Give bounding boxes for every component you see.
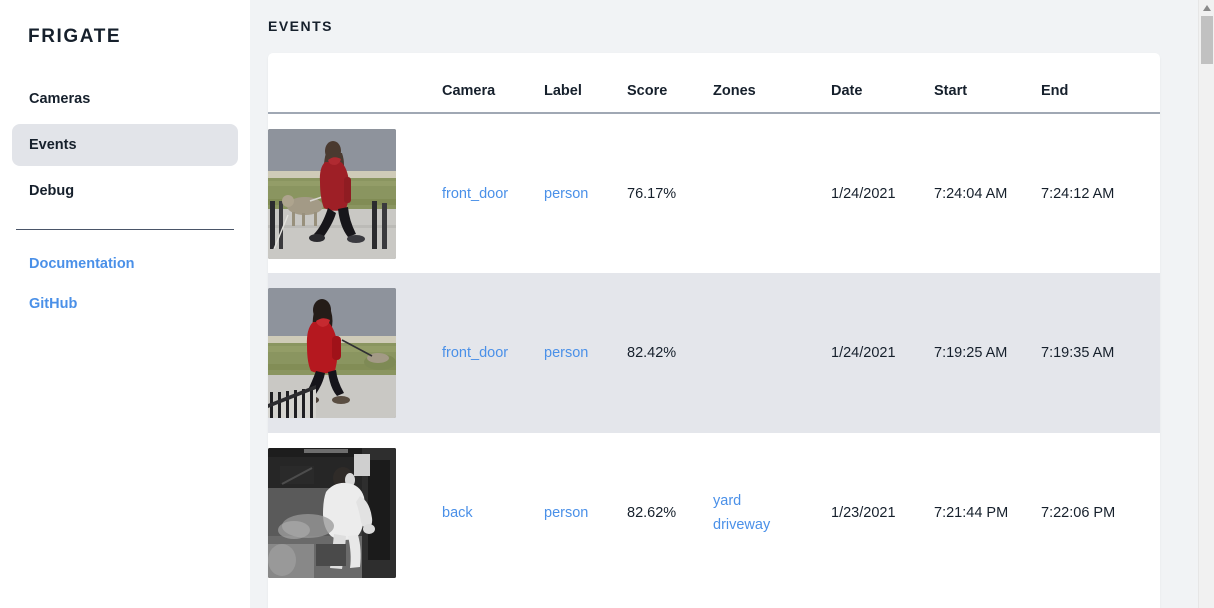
sidebar-link-documentation[interactable]: Documentation <box>29 256 135 272</box>
sidebar-divider <box>16 229 234 230</box>
event-camera-link[interactable]: front_door <box>442 345 509 361</box>
column-header-thumbnail <box>268 53 442 114</box>
table-header-row: Camera Label Score Zones Date Start End <box>268 53 1160 114</box>
event-zones-cell: yard driveway <box>713 433 831 593</box>
event-label-link[interactable]: person <box>544 505 589 521</box>
sidebar: FRIGATE Cameras Events Debug Documentati… <box>0 0 250 608</box>
page-title: EVENTS <box>268 18 334 34</box>
event-end-value: 7:19:35 AM <box>1041 345 1115 361</box>
sidebar-item-events[interactable]: Events <box>12 124 238 166</box>
sidebar-link-github[interactable]: GitHub <box>29 296 78 312</box>
column-header-start[interactable]: Start <box>934 53 1041 114</box>
events-table-head: Camera Label Score Zones Date Start End <box>268 53 1160 114</box>
event-label-cell: person <box>544 433 627 593</box>
events-card: Camera Label Score Zones Date Start End <box>268 53 1160 608</box>
event-date-value: 1/24/2021 <box>831 185 896 202</box>
event-start-value: 7:19:25 AM <box>934 345 1008 361</box>
event-score-value: 82.42% <box>627 345 677 361</box>
event-end-value: 7:22:06 PM <box>1041 505 1116 521</box>
event-thumbnail-infrared-night[interactable] <box>268 448 396 578</box>
column-header-zones[interactable]: Zones <box>713 53 831 114</box>
sidebar-item-debug[interactable]: Debug <box>29 183 75 199</box>
event-camera-cell: front_door <box>442 273 544 433</box>
scrollbar-thumb[interactable] <box>1201 16 1213 64</box>
column-header-end[interactable]: End <box>1041 53 1160 114</box>
table-row[interactable]: front_door person 76.17% 1/24/2021 7:24:… <box>268 113 1160 273</box>
event-camera-cell: front_door <box>442 113 544 273</box>
event-start-value: 7:21:44 PM <box>934 505 1009 521</box>
triangle-up-icon[interactable] <box>1199 0 1214 16</box>
event-zones-cell <box>713 273 831 433</box>
events-table-body: front_door person 76.17% 1/24/2021 7:24:… <box>268 113 1160 593</box>
event-score-value: 76.17% <box>627 185 677 202</box>
event-date-value: 1/24/2021 <box>831 345 896 361</box>
event-score-value: 82.62% <box>627 505 677 521</box>
column-header-camera[interactable]: Camera <box>442 53 544 114</box>
main-content: EVENTS Camera Label Score Zones Date Sta… <box>250 0 1214 608</box>
sidebar-item-cameras[interactable]: Cameras <box>29 91 91 107</box>
event-zone-link-yard[interactable]: yard <box>713 493 742 509</box>
event-camera-link[interactable]: back <box>442 505 473 521</box>
column-header-date[interactable]: Date <box>831 53 934 114</box>
event-thumbnail-cell <box>268 273 442 433</box>
event-start-value: 7:24:04 AM <box>934 185 1008 202</box>
page-scrollbar[interactable] <box>1198 0 1214 608</box>
table-row[interactable]: front_door person 82.42% 1/24/2021 7:19:… <box>268 273 1160 433</box>
column-header-label[interactable]: Label <box>544 53 627 114</box>
event-camera-cell: back <box>442 433 544 593</box>
events-table: Camera Label Score Zones Date Start End <box>268 53 1160 593</box>
event-label-link[interactable]: person <box>544 185 589 202</box>
sidebar-nav-list: Cameras Events Debug <box>12 78 238 212</box>
table-row[interactable]: back person 82.62% yard driveway 1/23/20… <box>268 433 1160 593</box>
event-thumbnail-cell <box>268 433 442 593</box>
event-thumbnail-daylight-dogwalker[interactable] <box>268 128 396 259</box>
event-label-cell: person <box>544 113 627 273</box>
event-zones-cell <box>713 113 831 273</box>
event-thumbnail-cell <box>268 113 442 273</box>
column-header-score[interactable]: Score <box>627 53 713 114</box>
event-zone-link-driveway[interactable]: driveway <box>713 517 771 533</box>
event-end-value: 7:24:12 AM <box>1041 185 1115 202</box>
event-camera-link[interactable]: front_door <box>442 185 509 202</box>
sidebar-nav: Cameras Events Debug Documentation GitHu… <box>12 78 238 324</box>
event-label-cell: person <box>544 273 627 433</box>
event-thumbnail-daylight-dogwalker-rear[interactable] <box>268 288 396 418</box>
event-label-link[interactable]: person <box>544 345 589 361</box>
app-brand-title: FRIGATE <box>28 26 122 47</box>
event-date-value: 1/23/2021 <box>831 505 896 521</box>
